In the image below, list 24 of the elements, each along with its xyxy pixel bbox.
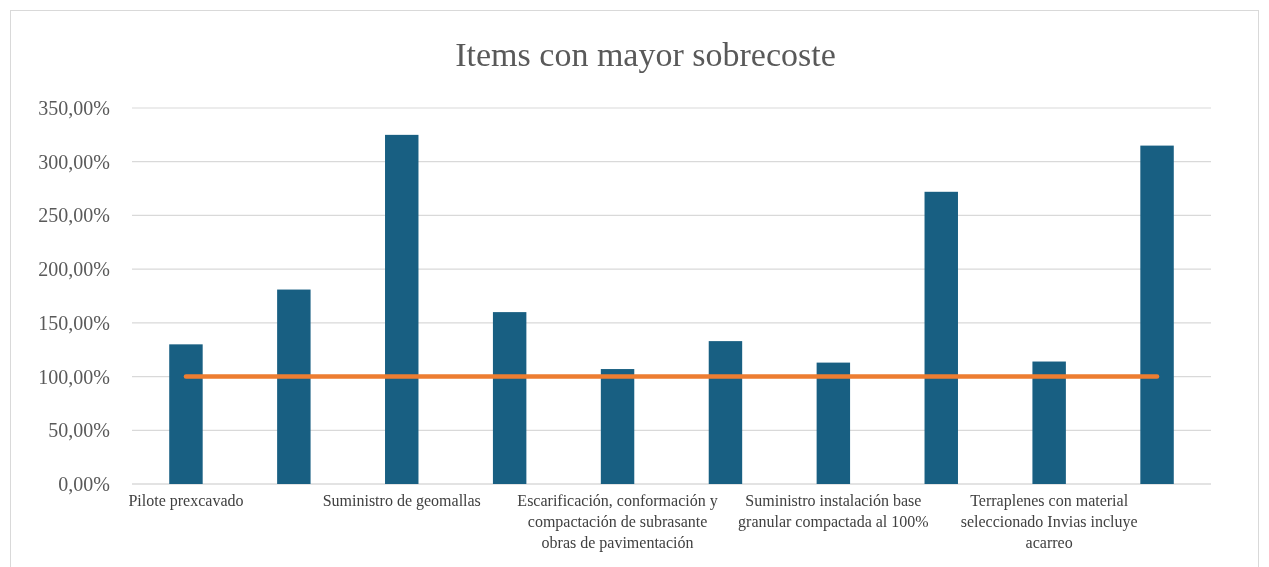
bar [277,289,311,484]
x-tick-label: Suministro de geomallas [322,492,481,510]
chart-title: Items con mayor sobrecoste [455,36,836,73]
x-tick-label: Pilote prexcavado [128,492,244,510]
bar [169,344,203,484]
x-tick-label: Terraplenes con material seleccionado Invias incluye acarreo [960,492,1138,551]
y-tick-label: 350,00% [38,97,110,119]
x-tick-label: Suministro instalación base granular compactada al 100% [738,492,929,531]
y-tick-label: 50,00% [48,419,110,442]
bar [385,134,419,484]
bar [600,369,635,484]
y-tick-label: 150,00% [38,311,110,334]
y-tick-label: 0,00% [58,473,110,495]
bar [708,341,743,484]
y-tick-label: 100,00% [38,365,110,388]
y-tick-label: 250,00% [38,204,110,227]
bar [816,362,851,484]
y-tick-label: 200,00% [38,258,110,281]
bar [1032,361,1066,484]
y-tick-label: 300,00% [38,150,110,173]
x-tick-label: Escarificación, conformación y compactación de subrasante obras de pavimentación [517,492,718,552]
bar [492,312,527,484]
bar [924,191,958,484]
bar [1140,145,1174,484]
